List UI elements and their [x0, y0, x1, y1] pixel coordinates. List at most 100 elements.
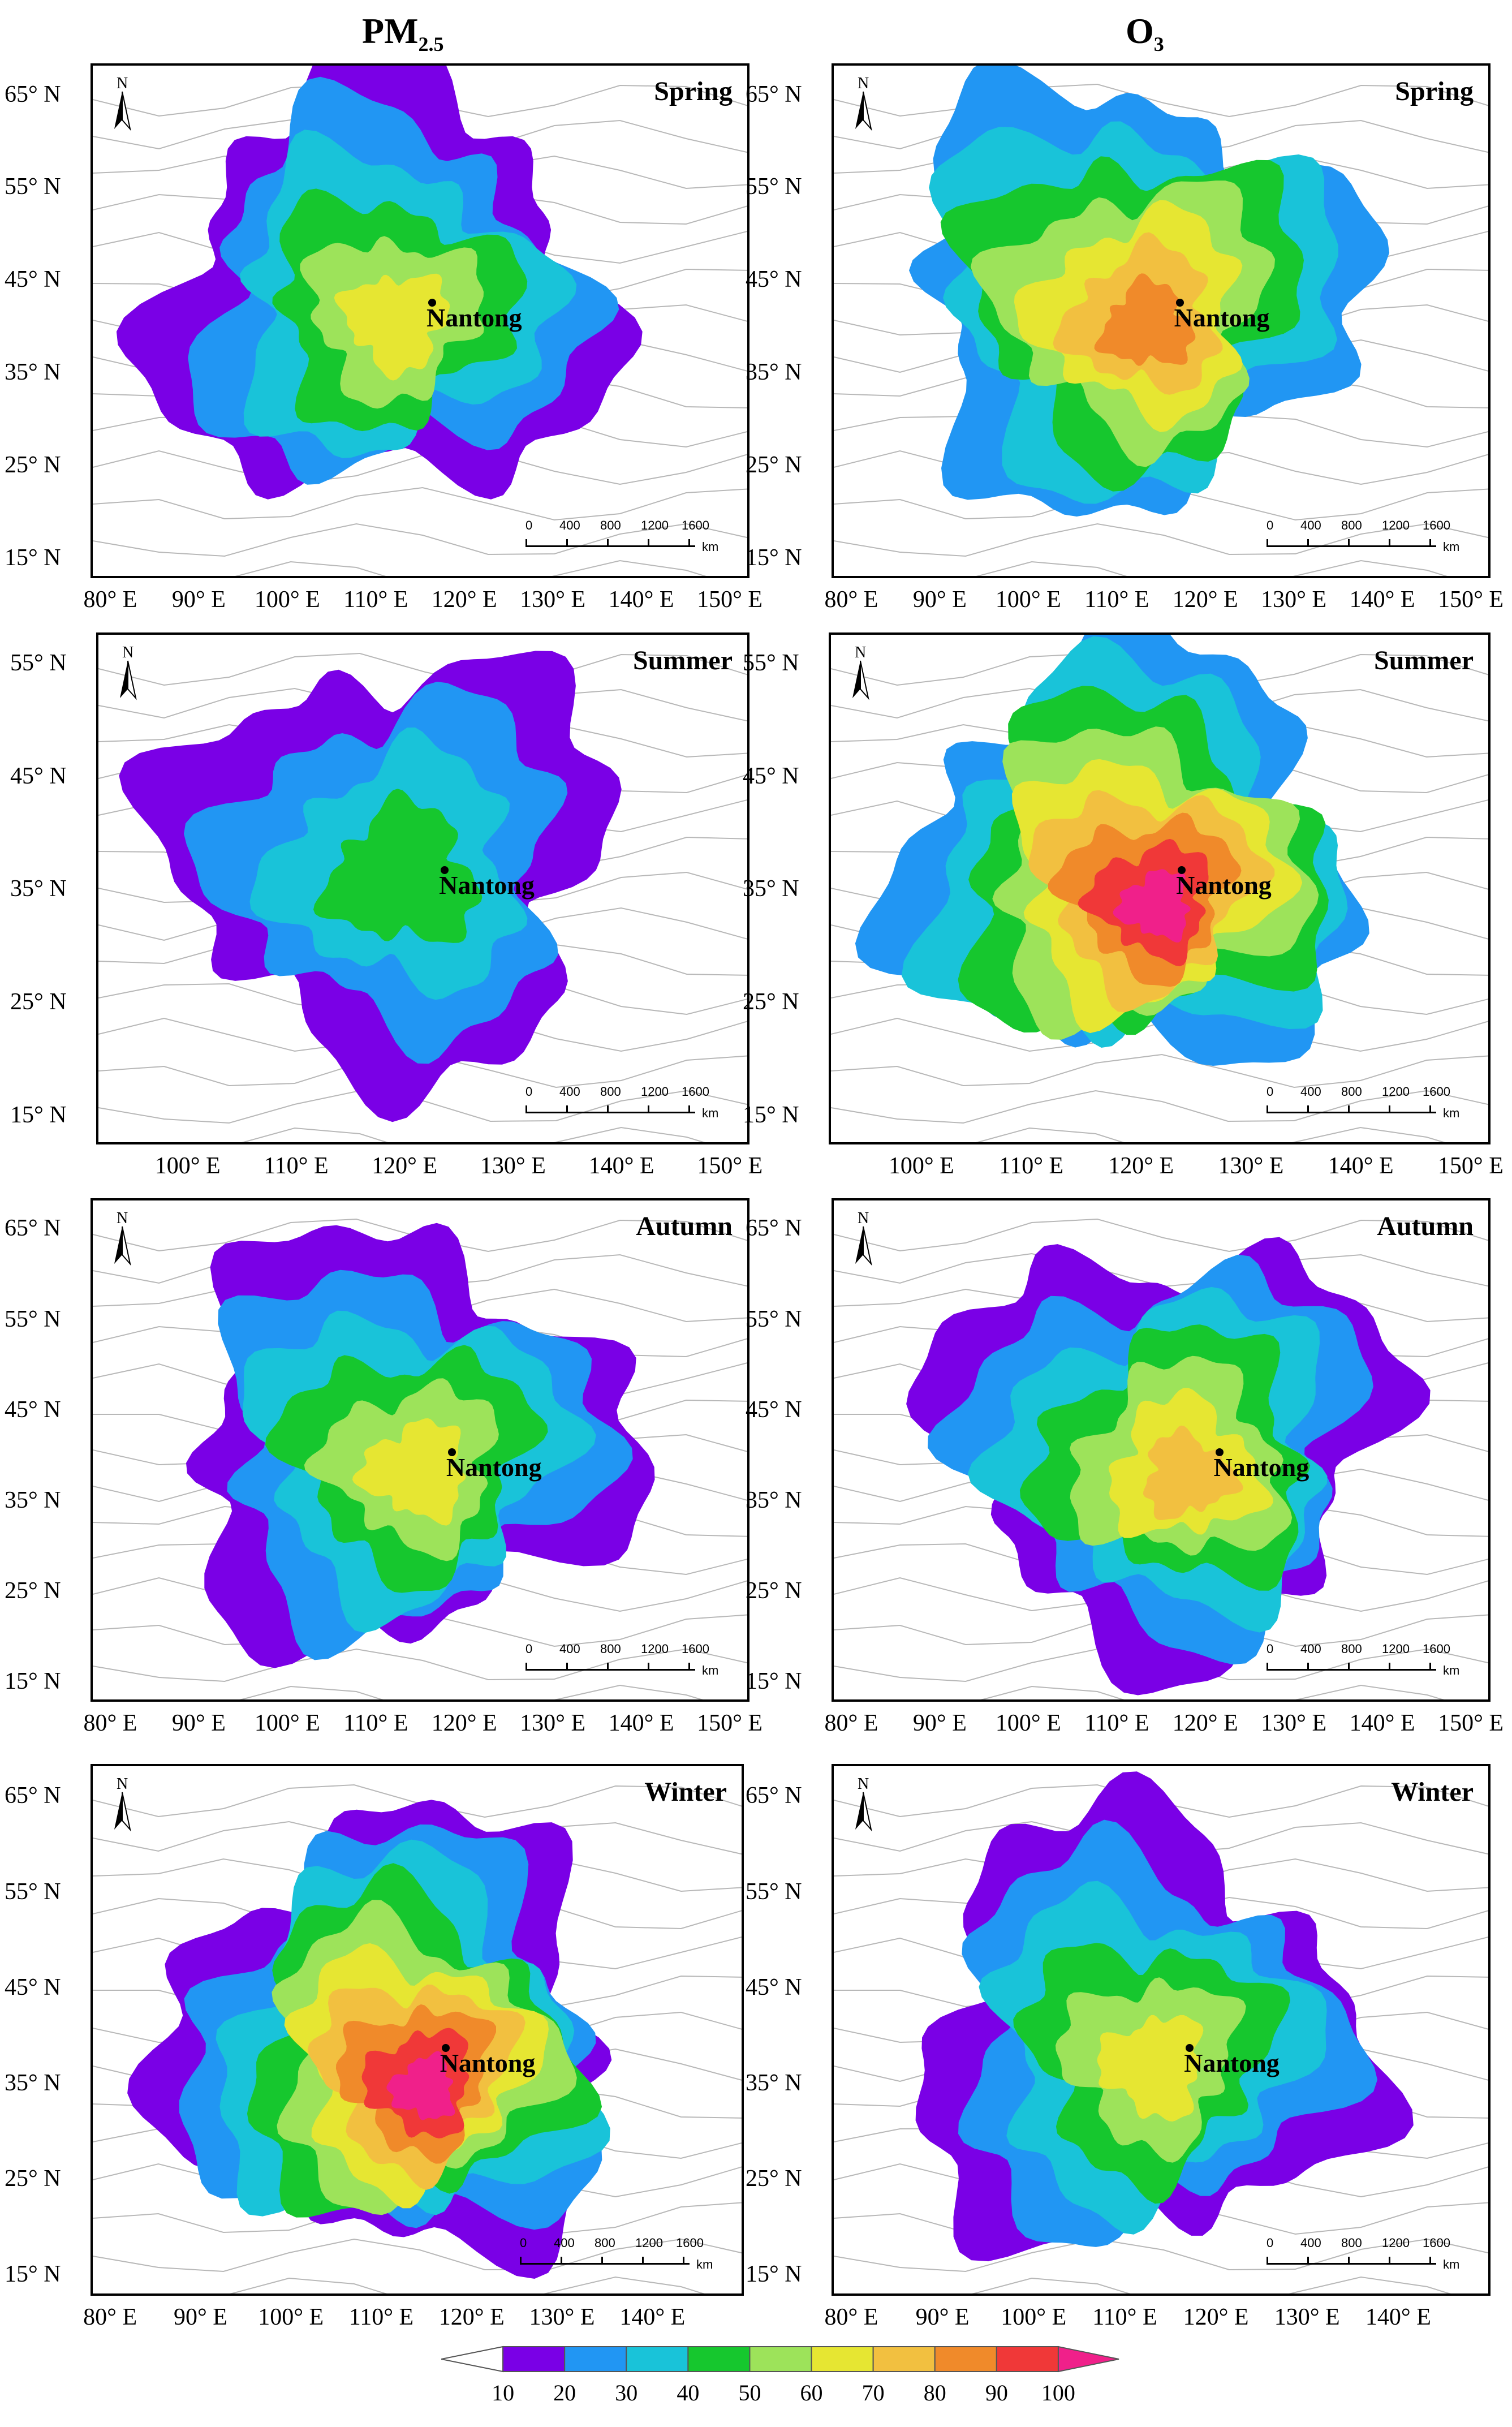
longitude-tick-label: 100° E: [254, 1710, 320, 1736]
season-label: Autumn: [1377, 1211, 1474, 1241]
latitude-tick-label: 35° N: [10, 876, 67, 902]
longitude-tick-label: 90° E: [171, 587, 226, 613]
latitude-tick-label: 25° N: [746, 451, 802, 478]
city-marker-icon: [441, 866, 449, 875]
scale-tick-label: 1200: [641, 518, 669, 532]
latitude-tick-label: 45° N: [743, 763, 799, 789]
longitude-tick-label: 150° E: [697, 587, 763, 613]
north-label: N: [855, 644, 867, 661]
latitude-tick-label: 45° N: [746, 1974, 802, 2000]
legend-tick-label: 60: [800, 2380, 823, 2406]
legend-swatch: [872, 2346, 936, 2372]
longitude-tick-label: 140° E: [619, 2304, 686, 2330]
scale-bar-line: [525, 1661, 695, 1671]
scale-bar-line: [525, 537, 695, 547]
scale-tick-label: 800: [600, 518, 621, 532]
latitude-tick-label: 25° N: [746, 2166, 802, 2192]
city-marker-icon: [1175, 298, 1184, 307]
scale-tick-label: 1200: [641, 1642, 669, 1656]
longitude-tick-label: 140° E: [1365, 2304, 1431, 2330]
latitude-tick-label: 15° N: [5, 2261, 61, 2288]
scale-tick-label: 1600: [1423, 1085, 1450, 1099]
longitude-tick-label: 90° E: [912, 1710, 967, 1736]
city-marker-icon: [1186, 2044, 1194, 2052]
city-marker-icon: [1178, 866, 1186, 875]
legend-tick-label: 10: [492, 2380, 515, 2406]
scale-bar: 0 400 800 1200 1600 km: [525, 518, 729, 558]
longitude-tick-label: 110° E: [343, 1710, 408, 1736]
contour-band: [1097, 2015, 1204, 2122]
latitude-tick-label: 45° N: [746, 266, 802, 293]
scale-tick-label: 1200: [635, 2236, 663, 2250]
arrow-shape: [114, 91, 131, 131]
border-line: [834, 523, 1488, 557]
scale-unit: km: [696, 2257, 713, 2271]
scale-bar: 0 400 800 1200 1600 km: [525, 1642, 729, 1681]
latitude-tick-label: 55° N: [743, 650, 799, 677]
latitude-tick-label: 35° N: [5, 1487, 61, 1513]
scale-tick-label: 0: [520, 2236, 527, 2250]
longitude-tick-label: 120° E: [431, 587, 497, 613]
city-marker-icon: [441, 2044, 450, 2052]
longitude-tick-label: 150° E: [1437, 1153, 1504, 1179]
city-label: Nantong: [426, 303, 522, 332]
border-line: [834, 1218, 1488, 1253]
border-line: [831, 1090, 1488, 1124]
north-arrow-icon: N: [107, 75, 141, 131]
longitude-tick-label: 140° E: [588, 1153, 654, 1179]
longitude-tick-label: 80° E: [83, 1710, 137, 1736]
longitude-tick-label: 110° E: [343, 587, 408, 613]
concentration-map: [831, 635, 1488, 1142]
longitude-tick-label: 150° E: [1438, 1710, 1504, 1736]
arrow-shape: [855, 1226, 872, 1266]
legend-swatch: [1057, 2346, 1119, 2373]
scale-tick-label: 800: [600, 1642, 621, 1656]
scale-tick-label: 800: [600, 1085, 621, 1099]
longitude-tick-label: 150° E: [697, 1153, 763, 1179]
scale-tick-label: 800: [1341, 2236, 1362, 2250]
scale-tick-label: 1600: [682, 1085, 709, 1099]
north-label: N: [117, 1775, 128, 1793]
longitude-tick-label: 100° E: [154, 1153, 221, 1179]
scale-tick-label: 400: [1300, 2236, 1321, 2250]
latitude-tick-label: 35° N: [5, 359, 61, 385]
north-arrow-icon: N: [848, 1775, 882, 1832]
scale-tick-label: 1200: [1382, 518, 1410, 532]
scale-bar-line: [1267, 1104, 1436, 1113]
longitude-tick-label: 130° E: [480, 1153, 546, 1179]
legend-tick-label: 100: [1041, 2380, 1075, 2406]
legend-swatch: [749, 2346, 812, 2372]
longitude-tick-label: 140° E: [1349, 1710, 1415, 1736]
longitude-tick-label: 130° E: [1218, 1153, 1284, 1179]
latitude-tick-label: 35° N: [746, 359, 802, 385]
season-label: Winter: [644, 1777, 727, 1807]
legend-tick-label: 90: [985, 2380, 1008, 2406]
border-line: [93, 487, 747, 521]
border-line: [93, 2238, 742, 2273]
latitude-tick-label: 25° N: [5, 2166, 61, 2192]
longitude-tick-label: 100° E: [258, 2304, 324, 2330]
latitude-tick-label: 45° N: [10, 763, 67, 789]
season-label: Spring: [1395, 76, 1474, 106]
map-panel-spring-o3: N Spring Nantong 0 400 800 1200 1600 km: [832, 63, 1491, 578]
longitude-tick-label: 90° E: [173, 2304, 227, 2330]
scale-bar: 0 400 800 1200 1600 km: [1267, 1085, 1470, 1124]
longitude-tick-label: 150° E: [1438, 587, 1504, 613]
longitude-tick-label: 80° E: [824, 2304, 878, 2330]
border-line: [98, 1090, 747, 1124]
legend-swatch: [441, 2346, 504, 2373]
scale-tick-label: 1200: [1382, 2236, 1410, 2250]
latitude-tick-label: 25° N: [746, 1578, 802, 1604]
scale-tick-label: 800: [1341, 1642, 1362, 1656]
map-panel-autumn-pm25: N Autumn Nantong 0 400 800 1200 1600 km: [91, 1198, 749, 1702]
scale-unit: km: [1443, 1106, 1460, 1120]
latitude-tick-label: 65° N: [5, 1783, 61, 1809]
north-label: N: [858, 75, 869, 92]
border-line: [972, 2276, 1451, 2293]
season-label: Spring: [654, 76, 733, 106]
concentration-map: [93, 1218, 747, 1699]
scale-tick-label: 0: [1267, 2236, 1274, 2250]
arrow-shape: [120, 660, 137, 700]
city-label: Nantong: [439, 871, 535, 900]
north-arrow-icon: N: [113, 644, 147, 700]
